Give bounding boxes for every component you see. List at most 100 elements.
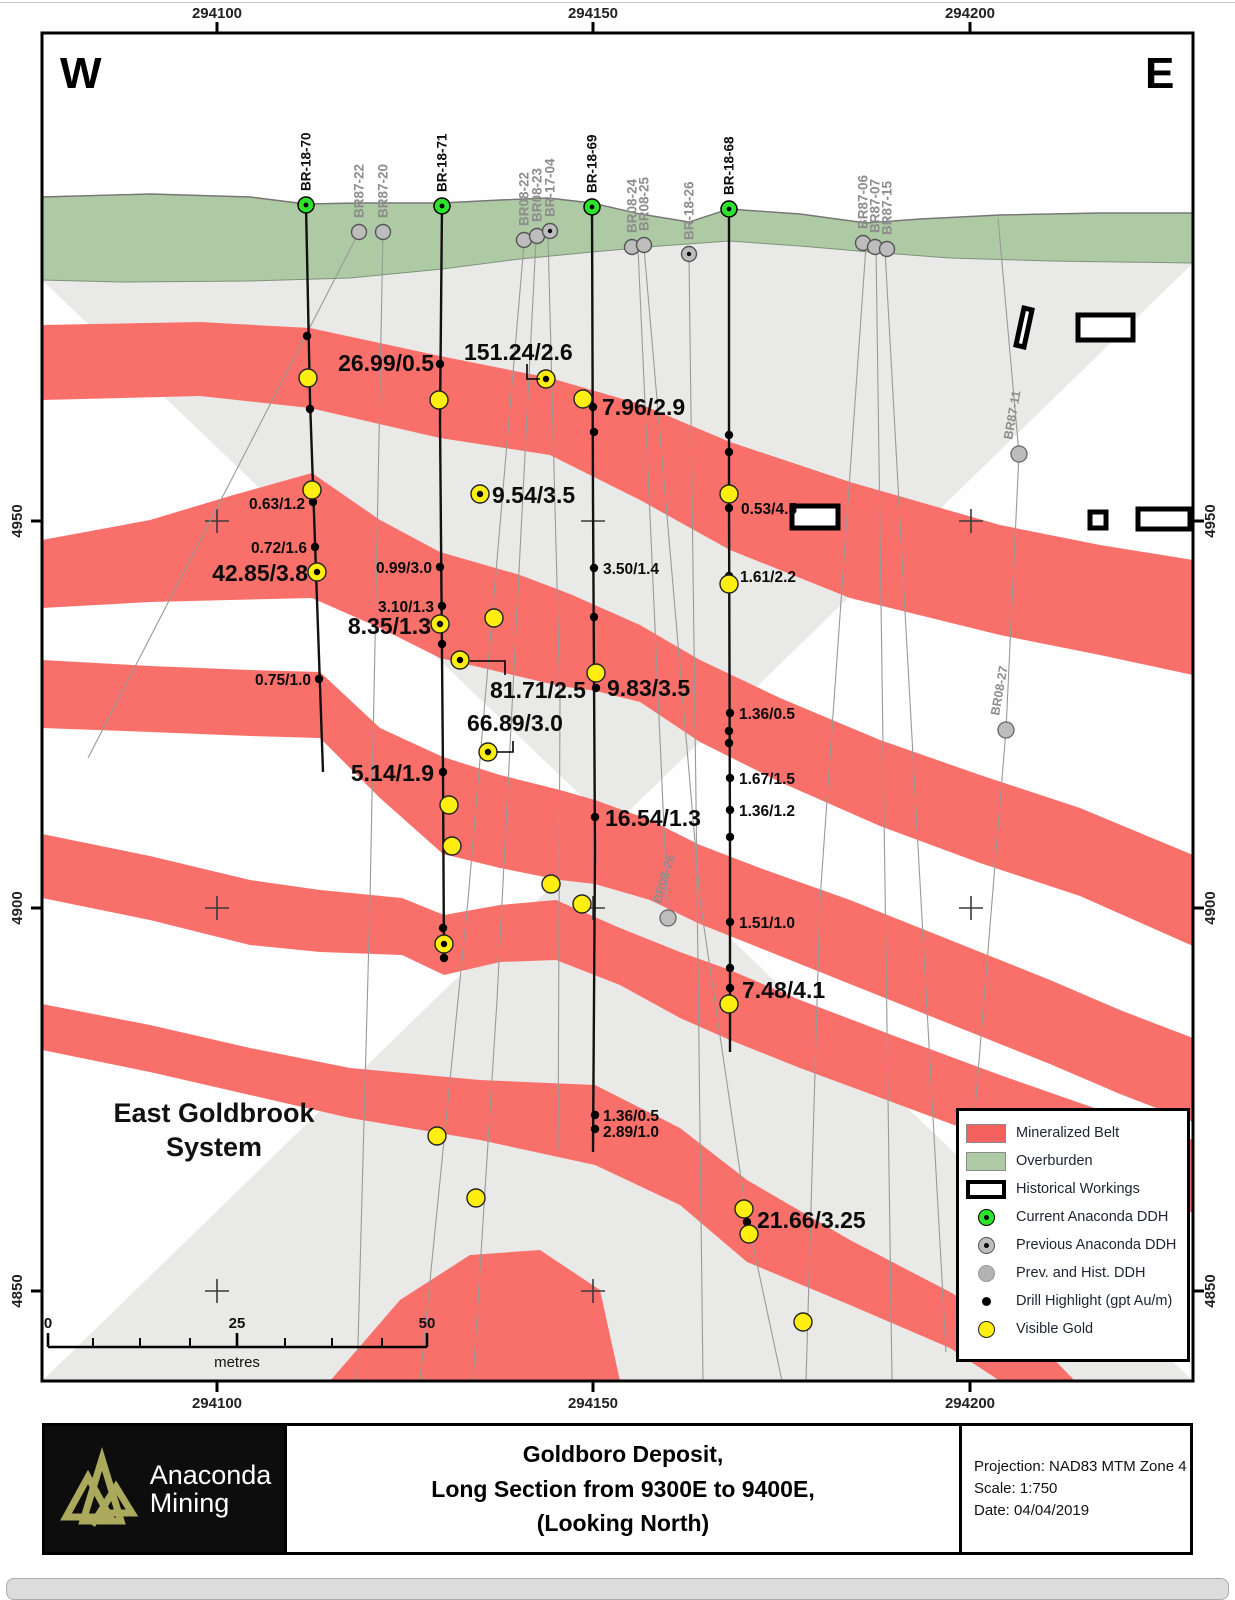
- legend-label: Historical Workings: [1016, 1181, 1140, 1197]
- legend-swatch: [966, 1123, 1006, 1143]
- legend-label: Overburden: [1016, 1153, 1093, 1169]
- legend-key-ci-gray-dot-icon: [965, 1236, 1007, 1254]
- highlight-value-label: 151.24/2.6: [464, 339, 573, 365]
- page-top-divider: [0, 2, 1235, 3]
- drill-highlight-dot: [440, 940, 448, 948]
- collar-marker-hist: [350, 223, 368, 241]
- grid-cross: [581, 1279, 605, 1303]
- collar-center-dot: [726, 206, 732, 212]
- historical-working: [1087, 509, 1109, 531]
- drill-highlight-dot: [438, 923, 448, 933]
- drill-highlight-dot: [439, 953, 449, 963]
- region-label-line2: System: [166, 1132, 262, 1162]
- drill-highlight-dot: [308, 497, 318, 507]
- drill-highlight-dot: [590, 1124, 600, 1134]
- scale-note: Scale: 1:750: [974, 1480, 1058, 1498]
- bottom-axis-label: 294150: [568, 1395, 618, 1412]
- historical-working: [1135, 506, 1193, 532]
- legend-label: Current Anaconda DDH: [1016, 1209, 1169, 1225]
- collar-label: BR-18-26: [682, 181, 697, 240]
- legend-item: Visible Gold: [965, 1315, 1187, 1343]
- legend-item: Current Anaconda DDH: [965, 1203, 1187, 1231]
- historic-drill-trace: [974, 217, 1020, 1111]
- scale-bar-tick-label: 0: [44, 1315, 52, 1332]
- drill-highlight-dot: [591, 683, 601, 693]
- visible-gold-marker: [442, 836, 462, 856]
- collar-label: BR08-24: [625, 178, 640, 233]
- collar-label: BR87-07: [868, 179, 883, 233]
- drill-highlight-dot: [590, 1110, 600, 1120]
- historic-drill-trace: [356, 231, 384, 1381]
- map-title-line-3: (Looking North): [536, 1510, 710, 1537]
- legend-item: Previous Anaconda DDH: [965, 1231, 1187, 1259]
- drill-highlight-dot: [589, 612, 599, 622]
- drill-highlight-dot: [724, 503, 734, 513]
- historic-drill-trace: [875, 247, 893, 1381]
- legend-item: Historical Workings: [965, 1175, 1187, 1203]
- bottom-axis-label: 294100: [192, 1395, 242, 1412]
- highlight-value-label: 21.66/3.25: [757, 1207, 866, 1233]
- visible-gold-marker: [734, 1199, 754, 1219]
- grid-cross: [205, 896, 229, 920]
- historic-drill-trace: [884, 249, 947, 1353]
- collar-center-dot: [589, 204, 595, 210]
- historical-working: [1013, 304, 1035, 351]
- collar-label: BR87-22: [352, 164, 367, 218]
- drill-highlight-dot: [542, 375, 550, 383]
- collar-label: BR08-25: [637, 176, 652, 231]
- grid-cross: [959, 509, 983, 533]
- legend-key-ci-yellow-icon: [965, 1320, 1007, 1338]
- right-axis-label: 4900: [1202, 891, 1219, 924]
- bottom-scroll-bar[interactable]: [6, 1578, 1229, 1600]
- company-logo: Anaconda Mining: [45, 1426, 284, 1552]
- legend-label: Mineralized Belt: [1016, 1125, 1120, 1141]
- drill-highlight-dot: [724, 738, 734, 748]
- drill-highlight-dot: [305, 404, 315, 414]
- mineralized-belt-band: [42, 322, 1193, 675]
- highlight-value-label: 2.89/1.0: [603, 1124, 659, 1141]
- highlight-value-label: 0.53/4.5: [741, 501, 797, 518]
- highlight-value-label: 0.72/1.6: [251, 540, 307, 557]
- drill-highlight-dot: [725, 708, 735, 718]
- historic-drill-trace: [805, 245, 867, 1381]
- visible-gold-marker: [719, 994, 739, 1014]
- drill-highlight-dot: [724, 430, 734, 440]
- highlight-value-label: 1.61/2.2: [740, 569, 796, 586]
- drill-highlight-dot: [438, 767, 448, 777]
- collar-label: BR87-15: [880, 180, 895, 235]
- historic-drill-trace: [419, 243, 525, 1381]
- hole-end-marker: [1010, 445, 1028, 463]
- legend-item: Prev. and Hist. DDH: [965, 1259, 1187, 1287]
- label-leader-line: [497, 741, 514, 753]
- bottom-axis-label: 294200: [945, 1395, 995, 1412]
- legend-swatch: [977, 1236, 995, 1254]
- highlight-value-label: 1.36/0.5: [603, 1108, 659, 1125]
- top-axis-label: 294200: [945, 5, 995, 22]
- legend-swatch: [981, 1296, 991, 1306]
- mineralized-belt-band: [42, 473, 1193, 946]
- drill-highlight-dot: [435, 562, 445, 572]
- highlight-value-label: 8.35/1.3: [348, 613, 431, 639]
- highlight-value-label: 7.48/4.1: [742, 977, 825, 1003]
- drill-highlight-dot: [313, 568, 321, 576]
- highlight-value-label: 5.14/1.9: [351, 760, 434, 786]
- historic-drill-trace: [472, 239, 537, 1381]
- historical-working: [789, 503, 841, 531]
- visible-gold-marker: [719, 484, 739, 504]
- legend-swatch: [977, 1320, 995, 1338]
- collar-center-dot: [439, 203, 445, 209]
- scale-bar-tick-label: 25: [229, 1315, 246, 1332]
- highlight-value-label: 1.67/1.5: [739, 771, 795, 788]
- drill-highlight-dot: [435, 359, 445, 369]
- top-axis-label: 294150: [568, 5, 618, 22]
- historic-drill-trace: [87, 231, 360, 759]
- highlight-value-label: 1.51/1.0: [739, 915, 795, 932]
- title-block: Anaconda Mining Goldboro Deposit, Long S…: [42, 1423, 1193, 1555]
- drill-highlight-dot: [725, 805, 735, 815]
- map-title-line-2: Long Section from 9300E to 9400E,: [431, 1475, 815, 1502]
- label-leader-line: [526, 364, 540, 380]
- legend-swatch: [966, 1179, 1006, 1199]
- legend-key-ci-black-icon: [965, 1296, 1007, 1306]
- visible-gold-marker: [739, 1224, 759, 1244]
- label-leader-line: [470, 660, 506, 675]
